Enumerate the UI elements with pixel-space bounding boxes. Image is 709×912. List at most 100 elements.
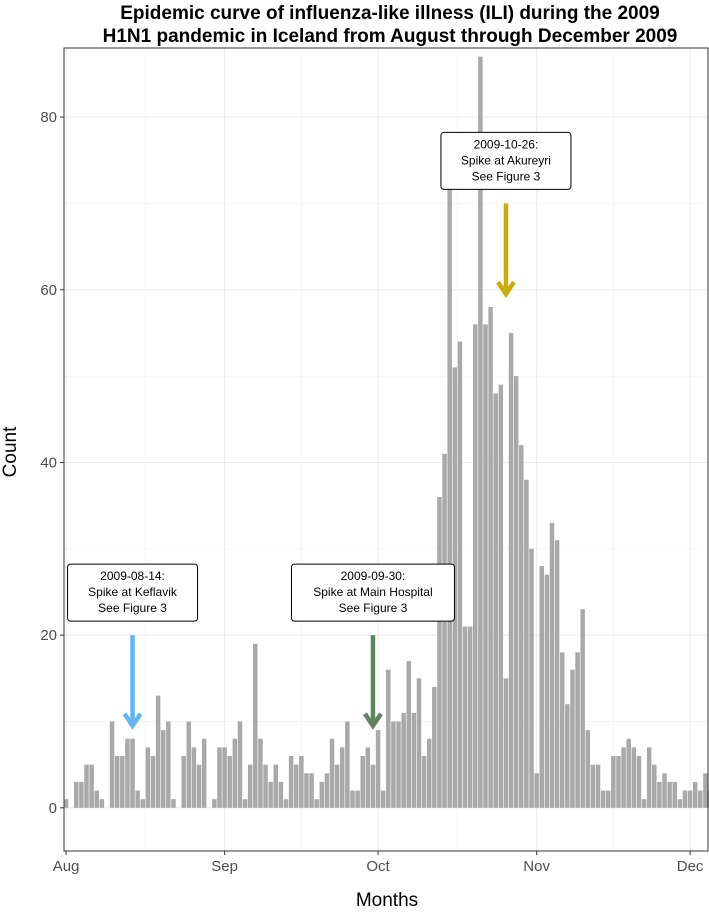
bar xyxy=(621,747,626,808)
bar xyxy=(682,790,688,808)
bar xyxy=(437,496,442,808)
bar xyxy=(309,773,314,808)
y-axis: 0 20 40 60 80 xyxy=(40,109,64,817)
bar xyxy=(99,799,105,808)
annotation-label-box xyxy=(440,131,572,190)
bar xyxy=(253,643,258,808)
annotation-label-box xyxy=(290,563,455,622)
bar xyxy=(160,730,166,808)
bar xyxy=(692,781,698,808)
bar xyxy=(698,790,703,808)
x-tick-label: Dec xyxy=(677,858,704,875)
bar xyxy=(186,721,192,808)
annotation-label-box xyxy=(67,563,199,622)
bar xyxy=(498,384,504,808)
bar xyxy=(63,799,69,808)
bar xyxy=(483,324,488,808)
bar xyxy=(595,764,601,808)
bar xyxy=(196,764,202,808)
bar xyxy=(299,756,304,808)
y-tick-label: 0 xyxy=(49,800,57,817)
y-tick-label: 60 xyxy=(40,282,57,299)
bar xyxy=(554,540,560,808)
bar xyxy=(442,453,447,808)
bar xyxy=(585,730,591,808)
bar xyxy=(258,738,263,808)
bar xyxy=(329,738,335,808)
bar xyxy=(606,790,611,808)
bar xyxy=(447,160,452,808)
bar xyxy=(616,756,621,808)
bar xyxy=(432,686,437,808)
bar xyxy=(314,799,319,808)
bar xyxy=(304,773,309,808)
bar xyxy=(396,721,401,808)
annotation-label-text: Spike at Main Hospital xyxy=(313,585,432,599)
bar xyxy=(273,764,279,808)
bar xyxy=(426,738,432,808)
bar xyxy=(191,747,197,808)
bar xyxy=(524,479,529,808)
bar xyxy=(462,626,468,808)
x-tick-label: Sep xyxy=(211,858,238,875)
bar xyxy=(84,764,89,808)
annotation-label-text: See Figure 3 xyxy=(472,169,541,183)
bar xyxy=(74,781,79,808)
bar xyxy=(212,799,217,808)
bar xyxy=(166,721,171,808)
bar xyxy=(94,790,99,808)
bar xyxy=(125,738,130,808)
bar xyxy=(401,712,406,808)
bar xyxy=(365,747,371,808)
bar xyxy=(570,669,575,808)
bar xyxy=(268,781,273,808)
annotation-label-text: 2009-10-26: xyxy=(474,137,539,151)
bar xyxy=(171,799,176,808)
y-tick-label: 40 xyxy=(40,454,57,471)
bar xyxy=(534,773,539,808)
bar xyxy=(657,781,662,808)
bar xyxy=(519,445,524,808)
bar xyxy=(641,799,647,808)
annotation-label-text: See Figure 3 xyxy=(339,601,408,615)
grid-lines xyxy=(64,48,708,851)
bar xyxy=(135,790,140,808)
bar xyxy=(600,790,606,808)
bar xyxy=(360,756,365,808)
chart-title-line-2: H1N1 pandemic in Iceland from August thr… xyxy=(103,26,678,47)
bar xyxy=(319,781,325,808)
bar xyxy=(513,376,519,808)
bar xyxy=(324,773,330,808)
bar xyxy=(611,756,616,808)
bar xyxy=(237,721,243,808)
annotation-label-text: Spike at Akureyri xyxy=(461,153,551,167)
bar xyxy=(345,721,350,808)
bar xyxy=(109,721,115,808)
bar xyxy=(467,626,473,808)
bar xyxy=(529,548,534,808)
bars-group xyxy=(63,56,709,808)
x-tick-label: Nov xyxy=(523,858,550,875)
bar xyxy=(662,773,667,808)
bar xyxy=(114,756,120,808)
annotation-arrow-head xyxy=(363,712,383,730)
bar xyxy=(580,609,585,808)
y-tick-label: 20 xyxy=(40,627,57,644)
y-tick-label: 80 xyxy=(40,109,57,126)
bar xyxy=(181,756,186,808)
bar xyxy=(355,790,360,808)
annotation-arrow-head xyxy=(496,280,516,299)
bar xyxy=(575,652,580,808)
bar xyxy=(380,790,386,808)
bar xyxy=(201,738,207,808)
bar xyxy=(242,799,248,808)
x-axis-title: Months xyxy=(356,890,418,911)
bar xyxy=(636,756,642,808)
bar xyxy=(549,522,555,808)
y-axis-title: Count xyxy=(0,426,21,477)
bar xyxy=(687,790,693,808)
bar xyxy=(217,747,222,808)
chart-title-line-1: Epidemic curve of influenza-like illness… xyxy=(120,3,660,24)
bar xyxy=(457,341,463,808)
bar xyxy=(488,307,493,808)
